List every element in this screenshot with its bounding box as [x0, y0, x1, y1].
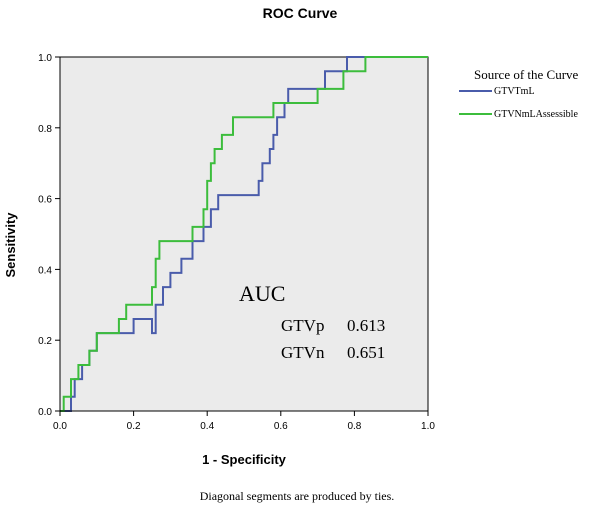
x-tick-label: 0.2: [127, 421, 141, 432]
y-tick-label: 0.6: [38, 195, 52, 206]
x-tick-label: 0.4: [200, 421, 214, 432]
y-tick-label: 0.8: [38, 124, 52, 135]
y-axis-label: Sensitivity: [3, 212, 18, 278]
legend-title: Source of the Curve: [474, 67, 579, 82]
x-tick-label: 0.8: [347, 421, 361, 432]
x-tick-label: 0.0: [53, 421, 67, 432]
y-tick-label: 0.4: [38, 265, 52, 276]
legend-label-gtvnmlassessible: GTVNmLAssessible: [494, 109, 578, 120]
legend: Source of the Curve GTVTmL GTVNmLAssessi…: [459, 67, 579, 120]
plot-area: [59, 56, 429, 412]
auc-annotation: AUC GTVp 0.613 GTVn 0.651: [239, 281, 385, 362]
roc-series-gtvnmlassessible: [60, 56, 428, 412]
auc-value-gtvp: 0.613: [347, 316, 385, 335]
x-tick-label: 0.6: [274, 421, 288, 432]
auc-title: AUC: [239, 281, 285, 306]
y-tick-label: 0.2: [38, 336, 52, 347]
chart-title: ROC Curve: [263, 5, 338, 21]
x-axis-ticks: 0.0 0.2 0.4 0.6 0.8 1.0: [53, 411, 435, 432]
auc-label-gtvp: GTVp: [281, 316, 324, 335]
x-tick-label: 1.0: [421, 421, 435, 432]
footnote: Diagonal segments are produced by ties.: [200, 489, 395, 503]
y-tick-label: 0.0: [38, 407, 52, 418]
x-axis-label: 1 - Specificity: [202, 452, 287, 467]
auc-label-gtvn: GTVn: [281, 343, 325, 362]
y-tick-label: 1.0: [38, 53, 52, 64]
legend-label-gtvtml: GTVTmL: [494, 86, 535, 97]
y-axis-ticks: 0.0 0.2 0.4 0.6 0.8 1.0: [38, 53, 60, 418]
auc-value-gtvn: 0.651: [347, 343, 385, 362]
series-layer: [60, 56, 428, 412]
